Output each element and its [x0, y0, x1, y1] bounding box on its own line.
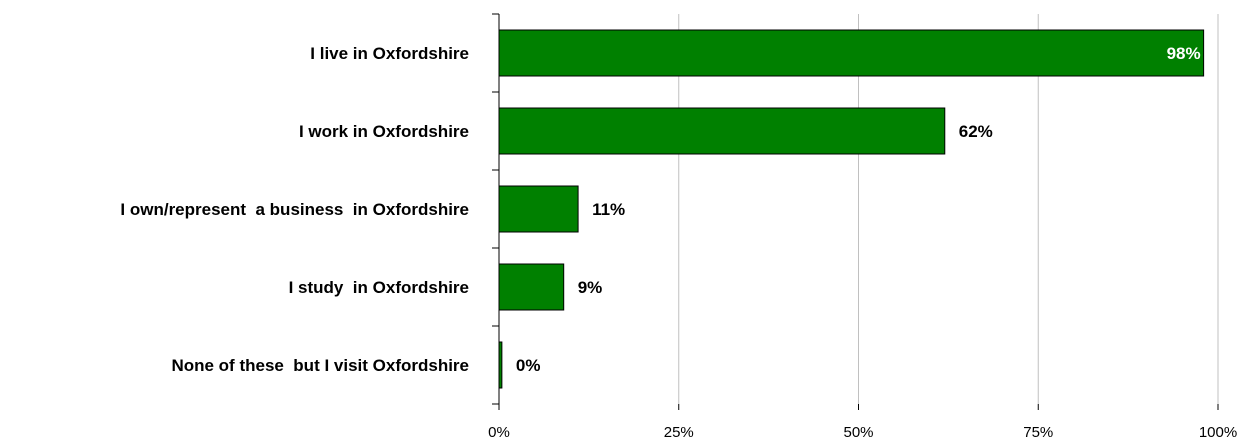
x-tick-label-0: 0%: [488, 424, 510, 441]
x-tick-label-25: 25%: [664, 424, 694, 441]
category-label-1: I work in Oxfordshire: [299, 122, 469, 141]
labels: 98% I live in Oxfordshire 62% I work in Oxf…: [120, 44, 1237, 441]
category-label-4: None of these but I visit Oxfordshire: [171, 356, 469, 375]
category-label-3: I study in Oxfordshire: [289, 278, 469, 297]
bar-1: [498, 107, 946, 155]
x-tick-label-100: 100%: [1199, 424, 1237, 441]
bars: [498, 29, 1205, 389]
data-label-1: 62%: [959, 122, 993, 141]
category-label-2: I own/represent a business in Oxfordshir…: [120, 200, 469, 219]
x-tick-label-50: 50%: [843, 424, 873, 441]
data-label-2: 11%: [592, 200, 625, 219]
category-label-0: I live in Oxfordshire: [310, 44, 469, 63]
data-label-0: 98%: [1167, 44, 1201, 63]
axes: [492, 13, 1219, 410]
bar-3: [498, 263, 565, 311]
data-label-4: 0%: [516, 356, 541, 375]
bar-2: [498, 185, 579, 233]
gridlines: [678, 14, 1219, 404]
bar-0: [498, 29, 1205, 77]
x-tick-label-75: 75%: [1023, 424, 1053, 441]
data-label-3: 9%: [578, 278, 603, 297]
